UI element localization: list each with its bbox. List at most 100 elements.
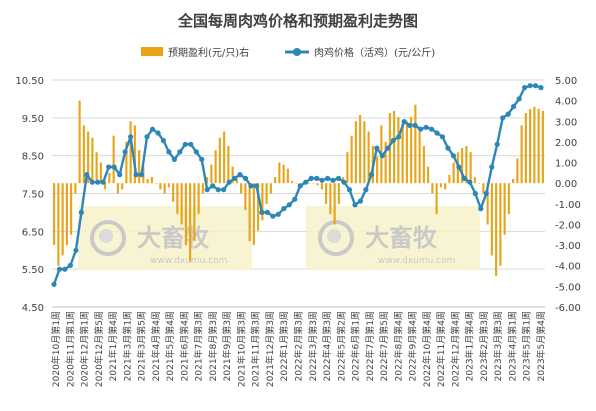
- profit-bar: [269, 183, 272, 194]
- price-point: [95, 179, 101, 185]
- price-point: [357, 198, 363, 204]
- profit-bar: [121, 183, 124, 190]
- profit-bar: [99, 162, 102, 184]
- price-point: [450, 153, 456, 159]
- profit-bar: [418, 131, 421, 184]
- price-point: [100, 179, 106, 185]
- profit-bars: [53, 100, 544, 277]
- x-tick-label: 2021年11月第3周: [250, 311, 262, 387]
- x-tick-label: 2023年4月第1周: [507, 311, 519, 381]
- profit-bar: [65, 183, 68, 246]
- x-tick-label: 2022年3月第3周: [307, 311, 319, 381]
- profit-bar: [125, 141, 128, 184]
- profit-bar: [223, 131, 226, 184]
- price-point: [221, 187, 227, 193]
- profit-bar: [363, 121, 366, 184]
- profit-bar: [320, 183, 323, 190]
- x-tick-label: 2020年12月第5周: [93, 311, 105, 387]
- left-tick-label: 8.50: [22, 152, 44, 163]
- price-point: [401, 119, 407, 125]
- price-point: [522, 85, 528, 91]
- right-tick-label: -1.00: [555, 200, 581, 211]
- price-point: [510, 103, 517, 110]
- profit-bar: [206, 176, 209, 184]
- profit-bar: [308, 183, 311, 184]
- price-point: [264, 209, 270, 215]
- profit-bar: [444, 183, 447, 190]
- price-point: [532, 83, 539, 89]
- profit-bar: [478, 183, 481, 184]
- profit-bar: [524, 113, 527, 184]
- price-point: [407, 122, 413, 128]
- price-point: [78, 209, 84, 215]
- profit-bar: [214, 150, 217, 184]
- profit-bar: [159, 183, 162, 190]
- watermark-logo-dot: [99, 229, 113, 243]
- left-axis: 10.50 9.50 8.50 7.50 6.50 5.50 4.50: [15, 76, 44, 314]
- price-point: [182, 141, 188, 147]
- price-point: [111, 164, 117, 170]
- profit-bar: [163, 183, 166, 194]
- price-point: [84, 172, 90, 178]
- x-tick-label: 2021年8月第3周: [207, 311, 219, 381]
- legend-line-marker: [293, 48, 301, 56]
- price-point: [215, 187, 221, 193]
- profit-bar: [150, 176, 153, 184]
- right-tick-label: 4.00: [555, 97, 577, 108]
- price-point: [232, 175, 238, 181]
- profit-bar: [138, 150, 141, 184]
- price-point: [456, 164, 462, 170]
- price-point: [363, 187, 369, 193]
- x-tick-label: 2022年2月第3周: [293, 311, 305, 381]
- profit-bar: [397, 117, 400, 184]
- price-point: [467, 179, 473, 185]
- profit-bar: [359, 115, 362, 184]
- profit-bar: [261, 183, 264, 221]
- profit-bar: [129, 121, 132, 184]
- x-tick-label: 2021年7月第3周: [193, 311, 205, 381]
- x-tick-label: 2021年1月第4周: [107, 311, 119, 381]
- x-tick-label: 2021年5月第4周: [164, 311, 176, 381]
- price-point: [527, 83, 533, 89]
- right-tick-label: -6.00: [555, 303, 581, 314]
- legend-bar-label: 预期盈利(元/只)右: [168, 46, 249, 59]
- price-point: [346, 187, 353, 193]
- price-point: [56, 266, 63, 272]
- x-tick-label: 2022年10月第4周: [421, 311, 433, 387]
- price-point: [139, 172, 145, 178]
- price-point: [314, 175, 320, 181]
- x-tick-label: 2020年12月第1周: [79, 311, 91, 387]
- left-tick-label: 10.50: [15, 76, 44, 87]
- profit-bar: [414, 104, 417, 184]
- x-tick-label: 2021年6月第4周: [178, 311, 190, 381]
- x-tick-label: 2021年4月第4周: [150, 311, 162, 381]
- price-point: [516, 96, 522, 102]
- price-point: [133, 172, 139, 178]
- profit-bar: [495, 183, 498, 277]
- profit-bar: [435, 183, 438, 215]
- watermark-left: 大畜牧 www.dxumu.com: [78, 206, 252, 270]
- profit-bar: [329, 183, 332, 215]
- watermark-url: www.dxumu.com: [150, 256, 227, 266]
- profit-bar: [231, 166, 234, 184]
- profit-bar: [286, 168, 289, 184]
- right-tick-label: 0.00: [555, 179, 577, 190]
- profit-bar: [265, 183, 268, 204]
- profit-bar: [210, 164, 213, 184]
- profit-bar: [431, 183, 434, 194]
- x-tick-label: 2021年10月第3周: [235, 311, 247, 387]
- profit-bar: [490, 183, 493, 256]
- profit-bar: [274, 176, 277, 184]
- price-point: [423, 124, 429, 130]
- price-point: [51, 281, 57, 287]
- profit-bar: [405, 121, 408, 184]
- legend-bar-swatch: [141, 47, 163, 56]
- profit-bar: [197, 183, 200, 215]
- profit-bar: [541, 110, 544, 184]
- price-point: [434, 130, 440, 136]
- price-point: [270, 213, 276, 219]
- legend-line-label: 肉鸡价格（活鸡）(元/公斤): [314, 46, 435, 59]
- profit-bar: [422, 146, 425, 184]
- watermark-brand: 大畜牧: [365, 224, 438, 252]
- profit-bar: [248, 183, 251, 241]
